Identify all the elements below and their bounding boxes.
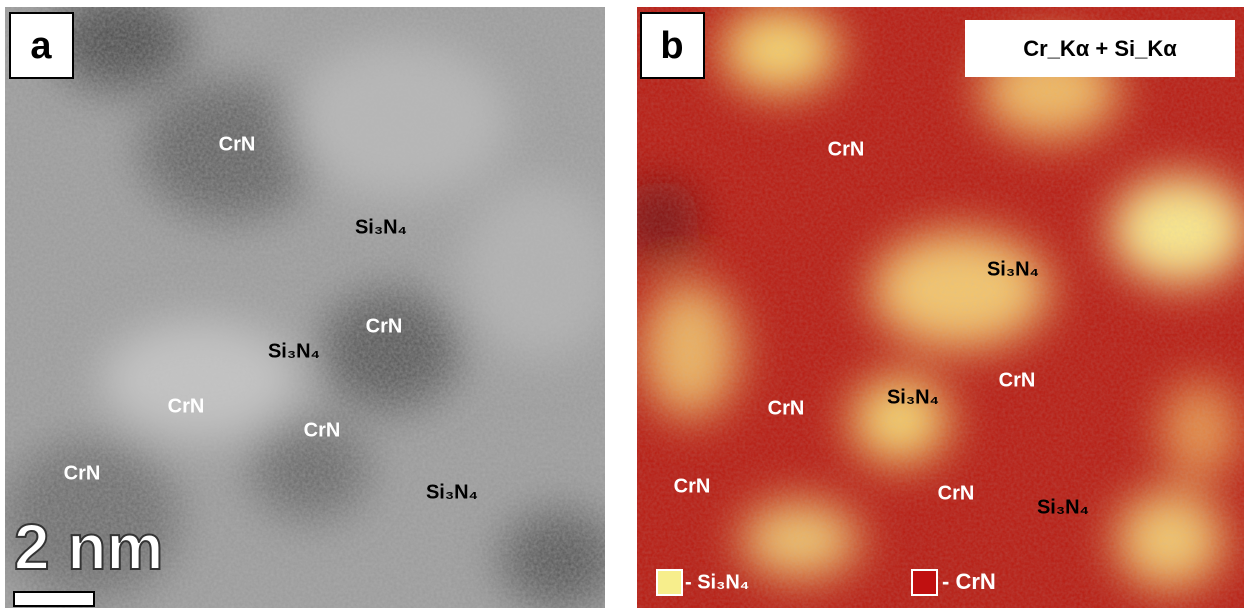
phase-label: CrN [828, 138, 865, 160]
scale-bar [14, 592, 94, 606]
map-title: Cr_Kα + Si_Kα [1023, 36, 1177, 61]
phase-label: Si₃N₄ [887, 386, 939, 408]
phase-label: CrN [768, 397, 805, 419]
phase-label: CrN [304, 419, 341, 441]
phase-label: Si₃N₄ [987, 258, 1039, 280]
phase-label: CrN [64, 462, 101, 484]
phase-label: CrN [366, 315, 403, 337]
panel-label: a [30, 25, 52, 67]
legend-swatch [657, 570, 682, 595]
legend-swatch [912, 570, 937, 595]
phase-label: Si₃N₄ [355, 216, 407, 238]
legend-label: - CrN [942, 569, 996, 594]
phase-label: CrN [999, 369, 1036, 391]
panel-label: b [660, 25, 683, 67]
legend-label: - Si₃N₄ [685, 571, 749, 593]
phase-label: CrN [674, 475, 711, 497]
figure: a b Cr_Kα + Si_Kα 2 nm - Si₃N₄ - CrN CrN… [0, 0, 1248, 613]
phase-label: CrN [938, 482, 975, 504]
phase-label: Si₃N₄ [268, 340, 320, 362]
eds-map [620, 5, 1248, 608]
phase-label: CrN [219, 133, 256, 155]
phase-label: Si₃N₄ [426, 481, 478, 503]
phase-label: Si₃N₄ [1037, 496, 1089, 518]
scale-bar-label: 2 nm [14, 511, 163, 583]
phase-label: CrN [168, 395, 205, 417]
